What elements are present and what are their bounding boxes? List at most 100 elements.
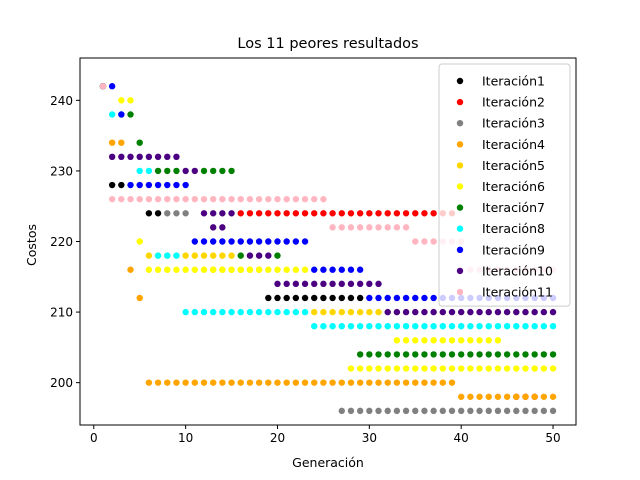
data-point bbox=[485, 407, 492, 415]
data-point bbox=[467, 365, 474, 372]
data-point bbox=[384, 210, 391, 217]
data-point bbox=[301, 379, 309, 386]
data-point bbox=[421, 365, 428, 372]
data-point bbox=[366, 407, 373, 415]
data-point bbox=[412, 379, 419, 386]
data-point bbox=[457, 308, 465, 316]
data-point bbox=[531, 393, 538, 400]
data-point bbox=[375, 322, 382, 330]
data-point bbox=[209, 308, 217, 316]
legend-marker bbox=[456, 204, 464, 211]
legend-marker bbox=[456, 225, 464, 232]
data-point bbox=[154, 195, 162, 203]
data-point bbox=[384, 351, 391, 358]
data-point bbox=[173, 210, 180, 217]
data-point bbox=[246, 308, 254, 316]
y-tick-label: 240 bbox=[50, 94, 73, 108]
data-point bbox=[439, 365, 447, 372]
legend-marker bbox=[456, 183, 464, 190]
data-point bbox=[145, 181, 153, 189]
data-point bbox=[265, 266, 272, 273]
data-point bbox=[228, 195, 235, 203]
data-point bbox=[549, 365, 557, 372]
data-point bbox=[329, 294, 336, 302]
data-point bbox=[145, 266, 153, 273]
data-point bbox=[173, 379, 180, 386]
data-point bbox=[421, 238, 428, 245]
data-point bbox=[485, 393, 492, 400]
data-point bbox=[384, 294, 391, 302]
data-point bbox=[182, 266, 189, 273]
data-point bbox=[191, 167, 199, 175]
data-point bbox=[311, 379, 318, 386]
data-point bbox=[347, 224, 355, 231]
data-point bbox=[467, 393, 474, 400]
data-point bbox=[439, 322, 447, 330]
series-10-points bbox=[99, 83, 557, 316]
y-tick-label: 200 bbox=[50, 376, 73, 390]
data-point bbox=[265, 210, 272, 217]
data-point bbox=[228, 266, 235, 273]
data-point bbox=[402, 407, 410, 415]
data-point bbox=[164, 210, 171, 217]
chart-title: Los 11 peores resultados bbox=[237, 36, 418, 52]
data-point bbox=[402, 210, 410, 217]
data-point bbox=[237, 308, 244, 316]
data-point bbox=[108, 153, 116, 161]
data-point bbox=[228, 210, 235, 217]
legend-label: Iteración2 bbox=[482, 95, 545, 110]
data-point bbox=[292, 294, 300, 302]
data-point bbox=[301, 195, 309, 203]
data-point bbox=[384, 322, 391, 330]
data-point bbox=[237, 238, 244, 245]
data-point bbox=[467, 337, 474, 344]
data-point bbox=[393, 224, 401, 231]
data-point bbox=[356, 280, 364, 288]
data-point bbox=[228, 238, 235, 245]
data-point bbox=[393, 351, 401, 358]
legend-box bbox=[438, 63, 571, 307]
data-point bbox=[292, 280, 300, 288]
data-point bbox=[164, 195, 171, 203]
data-point bbox=[402, 224, 410, 231]
data-point bbox=[430, 365, 437, 372]
data-point bbox=[393, 210, 401, 217]
data-point bbox=[476, 322, 483, 330]
data-point bbox=[164, 153, 171, 161]
data-point bbox=[108, 83, 116, 90]
data-point bbox=[145, 379, 153, 386]
data-point bbox=[494, 393, 502, 400]
data-point bbox=[292, 238, 300, 245]
data-point bbox=[173, 181, 180, 189]
data-point bbox=[136, 181, 143, 189]
data-point bbox=[356, 308, 364, 316]
data-point bbox=[448, 351, 456, 358]
legend-item: Iteración3 bbox=[456, 116, 545, 131]
data-point bbox=[329, 210, 336, 217]
data-point bbox=[320, 322, 327, 330]
data-point bbox=[384, 224, 391, 231]
data-point bbox=[347, 365, 355, 372]
data-point bbox=[154, 153, 162, 161]
data-point bbox=[549, 407, 557, 415]
data-point bbox=[366, 379, 373, 386]
data-point bbox=[209, 238, 217, 245]
data-point bbox=[154, 210, 162, 217]
data-point bbox=[485, 308, 492, 316]
data-point bbox=[366, 280, 373, 288]
data-point bbox=[393, 365, 401, 372]
data-point bbox=[375, 308, 382, 316]
data-point bbox=[430, 379, 437, 386]
data-point bbox=[329, 280, 336, 288]
data-point bbox=[402, 379, 410, 386]
data-point bbox=[136, 153, 143, 161]
data-point bbox=[200, 167, 208, 175]
data-point bbox=[439, 308, 447, 316]
data-point bbox=[457, 351, 465, 358]
data-point bbox=[182, 167, 189, 175]
data-point bbox=[127, 266, 134, 273]
data-point bbox=[182, 379, 189, 386]
data-point bbox=[503, 322, 511, 330]
data-point bbox=[347, 294, 355, 302]
data-point bbox=[338, 322, 345, 330]
